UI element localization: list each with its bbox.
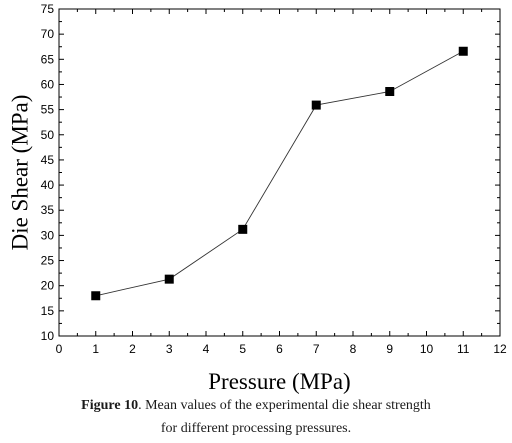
figure-caption-label: Figure 10 (81, 398, 139, 413)
y-tick-label: 25 (41, 254, 55, 268)
x-axis-label: Pressure (MPa) (208, 369, 350, 394)
data-point-marker (164, 274, 174, 284)
x-tick-label: 8 (350, 342, 357, 356)
figure-caption-line-2: for different processing pressures. (160, 421, 352, 436)
data-point-marker (91, 291, 101, 301)
y-tick-label: 50 (41, 128, 55, 142)
y-tick-label: 30 (41, 228, 55, 242)
x-tick-label: 12 (493, 342, 507, 356)
x-tick-label: 7 (313, 342, 320, 356)
x-tick-label: 6 (276, 342, 283, 356)
data-point-marker (311, 100, 321, 110)
y-tick-label: 45 (41, 153, 55, 167)
y-tick-label: 65 (41, 52, 55, 66)
y-tick-label: 20 (41, 279, 55, 293)
x-tick-label: 2 (129, 342, 136, 356)
data-point-marker (385, 87, 395, 97)
x-tick-label: 10 (420, 342, 434, 356)
figure-caption-text: . Mean values of the experimental die sh… (138, 398, 431, 413)
x-axis-ticks: 0 1 2 3 4 5 6 7 8 9 10 11 12 (56, 9, 507, 356)
chart: 0 1 2 3 4 5 6 7 8 9 10 11 12 10152025303540455055606… (7, 2, 507, 394)
y-tick-label: 35 (41, 203, 55, 217)
data-point-marker (458, 46, 468, 56)
series-line (95, 50, 464, 297)
x-tick-label: 3 (166, 342, 173, 356)
series-layer (91, 46, 468, 301)
data-point-marker (238, 224, 248, 234)
y-tick-label: 60 (41, 77, 55, 91)
y-tick-label: 75 (41, 2, 55, 16)
x-tick-label: 1 (92, 342, 99, 356)
x-tick-label: 9 (386, 342, 393, 356)
x-tick-label: 5 (239, 342, 246, 356)
x-tick-label: 0 (56, 342, 63, 356)
y-tick-label: 10 (41, 329, 55, 343)
y-tick-label: 70 (41, 27, 55, 41)
figure-caption-line-1: Figure 10. Mean values of the experiment… (0, 396, 512, 416)
y-axis-label: Die Shear (MPa) (7, 95, 32, 251)
y-tick-label: 15 (41, 304, 55, 318)
y-tick-label: 40 (41, 178, 55, 192)
x-tick-label: 11 (457, 342, 470, 356)
y-axis-ticks: 10 15 20 25 30 35 40 45 50 55 60 65 70 75 (41, 2, 500, 343)
plot-frame (58, 8, 501, 337)
x-tick-label: 4 (203, 342, 210, 356)
y-tick-label: 55 (41, 103, 55, 117)
